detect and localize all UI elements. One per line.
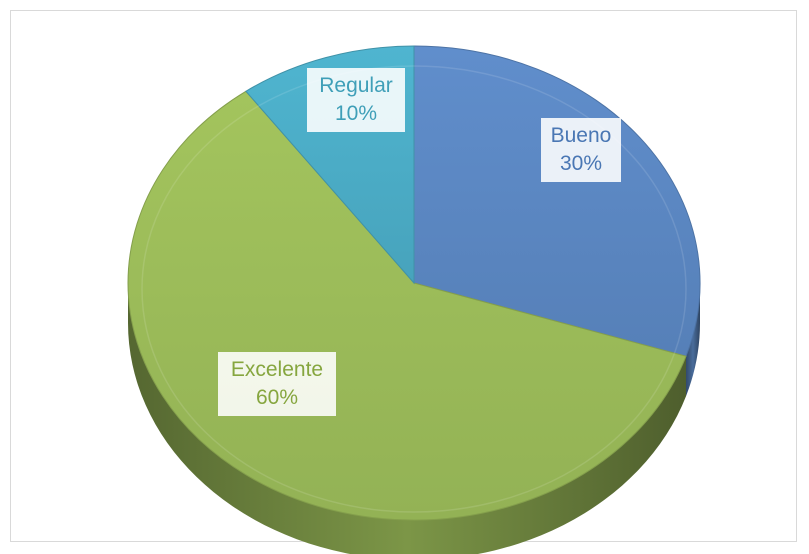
- data-label-excelente: Excelente 60%: [218, 352, 336, 416]
- data-label-excelente-value: 60%: [255, 386, 299, 409]
- data-label-regular-category: Regular: [319, 74, 393, 97]
- pie-side-bueno: [686, 283, 700, 397]
- data-label-excelente-category: Excelente: [230, 358, 324, 381]
- data-label-bueno: Bueno 30%: [541, 118, 621, 182]
- data-label-bueno-value: 30%: [559, 152, 603, 175]
- data-label-regular-value: 10%: [334, 102, 378, 125]
- pie-rim-highlight: [141, 65, 687, 513]
- pie-slice-bueno: [413, 45, 701, 357]
- data-label-bueno-category: Bueno: [550, 124, 612, 147]
- data-label-regular: Regular 10%: [307, 68, 405, 132]
